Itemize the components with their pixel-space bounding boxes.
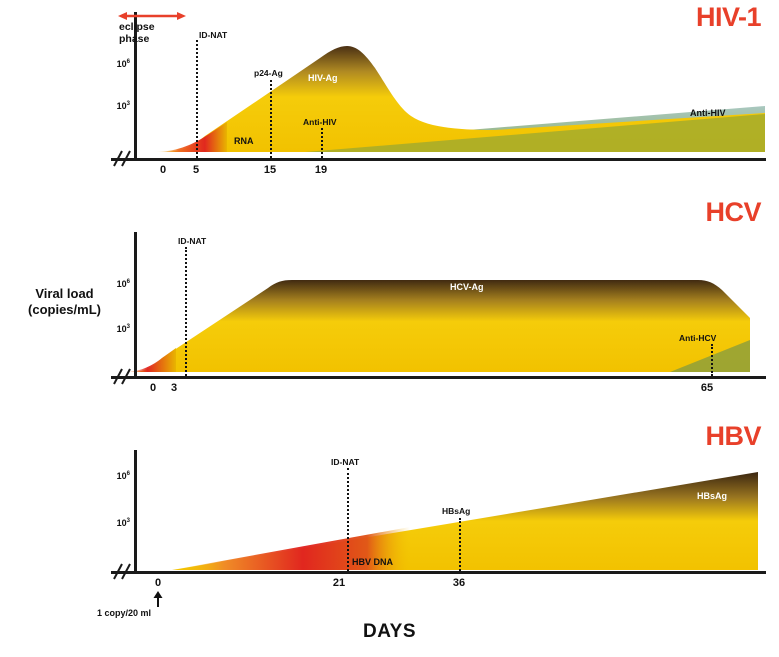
hcv-xtick-0: 0 <box>149 382 157 394</box>
hcv-marker-label-id-nat: ID-NAT <box>178 236 207 246</box>
panel-hcv: HCV <box>0 190 779 405</box>
hbv-xtick-36: 36 <box>452 577 466 589</box>
hiv-ytick-2: 103 <box>116 101 130 111</box>
y-axis-title: Viral load (copies/mL) <box>2 286 127 318</box>
x-axis-title: DAYS <box>362 621 417 642</box>
hiv-curve-label-rna: RNA <box>234 136 254 146</box>
hiv-xtick-5: 5 <box>192 164 200 176</box>
hbv-note-detection-limit: 1 copy/20 ml <box>97 608 152 618</box>
eclipse-phase-label: eclipse phase <box>119 21 155 45</box>
hbv-ytick-1: 106 <box>116 471 130 481</box>
hcv-curve-label-hcv-ag: HCV-Ag <box>450 282 484 292</box>
y-axis-title-line2: (copies/mL) <box>28 302 101 317</box>
hcv-xtick-3: 3 <box>170 382 178 394</box>
hiv-xtick-15: 15 <box>263 164 277 176</box>
hiv-marker-label-p24-ag: p24-Ag <box>254 68 283 78</box>
hcv-x-axis <box>111 376 766 379</box>
y-axis-title-line1: Viral load <box>35 286 94 301</box>
panel-title-hiv-1: HIV-1 <box>695 2 762 32</box>
hbv-y-axis <box>134 450 137 573</box>
hbv-curve-label-hbsag: HBsAg <box>697 491 728 501</box>
hiv-curve-label-hiv-ag: HIV-Ag <box>308 73 338 83</box>
hbv-curves <box>172 472 758 570</box>
hbv-marker-label-hbsag: HBsAg <box>442 506 471 516</box>
hbv-marker-label-id-nat: ID-NAT <box>331 457 360 467</box>
panel-hbv: HBV <box>0 405 779 657</box>
hcv-ytick-1: 106 <box>116 279 130 289</box>
hcv-marker-line-id-nat <box>185 247 187 376</box>
hiv-axis-break <box>113 150 135 170</box>
panel-hiv-1: HIV-1 <box>0 0 779 190</box>
hbv-marker-line-hbsag <box>459 518 461 571</box>
hbv-marker-line-id-nat <box>347 468 349 571</box>
eclipse-phase-arrow-icon <box>118 12 186 20</box>
hbv-curve-label-hbv-dna: HBV DNA <box>352 557 394 567</box>
hiv-marker-label-anti-hiv: Anti-HIV <box>303 117 337 127</box>
hiv-xtick-0: 0 <box>159 164 167 176</box>
hiv-y-axis <box>134 12 137 160</box>
hcv-ytick-2: 103 <box>116 324 130 334</box>
hiv-marker-line-id-nat <box>196 40 198 158</box>
hiv-marker-line-p24-ag <box>270 80 272 158</box>
hiv-x-axis <box>111 158 766 161</box>
hiv-marker-label-id-nat: ID-NAT <box>199 30 228 40</box>
hbv-ytick-2: 103 <box>116 518 130 528</box>
hcv-axis-break <box>113 368 135 388</box>
hbv-xtick-0: 0 <box>154 577 162 589</box>
panel-title-hcv: HCV <box>705 197 761 227</box>
hiv-curves <box>153 46 765 152</box>
up-arrow-icon <box>153 591 163 607</box>
hiv-marker-line-anti-hiv <box>321 128 323 158</box>
panel-title-hbv: HBV <box>705 421 761 451</box>
hiv-ytick-1: 106 <box>116 59 130 69</box>
hiv-curve-label-anti-hiv: Anti-HIV <box>690 108 726 118</box>
hcv-marker-label-anti-hcv: Anti-HCV <box>679 333 717 343</box>
hcv-y-axis <box>134 232 137 378</box>
hbv-x-axis <box>111 571 766 574</box>
hbv-axis-break <box>113 563 135 583</box>
hiv-xtick-19: 19 <box>314 164 328 176</box>
hbv-xtick-21: 21 <box>332 577 346 589</box>
hcv-xtick-65: 65 <box>700 382 714 394</box>
hcv-marker-line-anti-hcv <box>711 344 713 376</box>
hcv-curves <box>124 280 750 372</box>
